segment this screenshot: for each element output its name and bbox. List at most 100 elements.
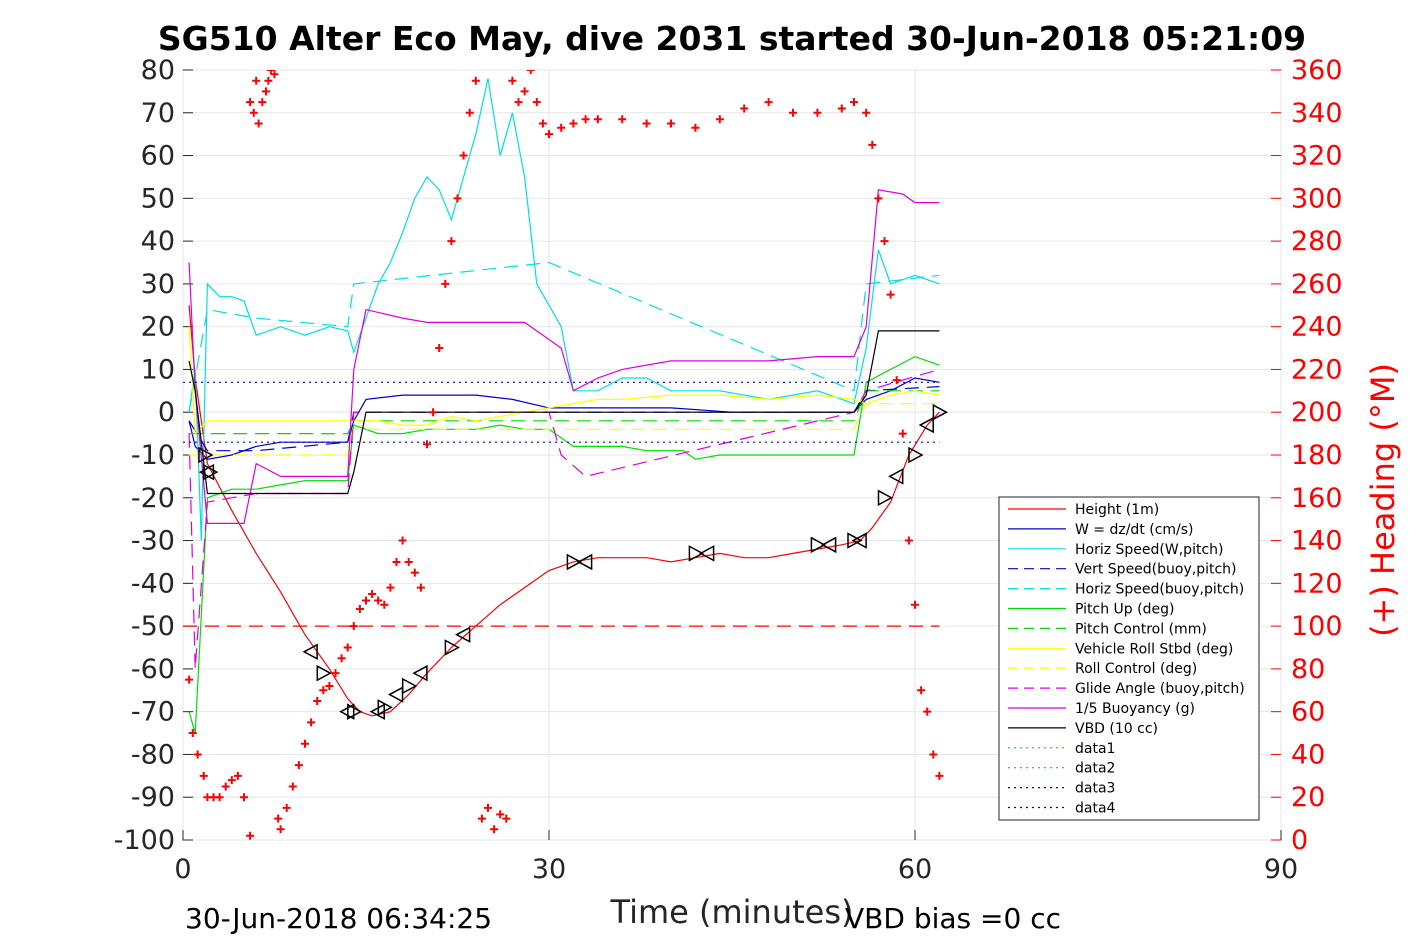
legend-label: data2 [1075,761,1115,777]
triangle-marker [302,643,318,661]
y-tick-label: 50 [141,183,175,214]
heading-point [294,761,303,770]
triangle-marker [877,489,894,507]
legend: Height (1m) W = dz/dt (cm/s) Horiz Speed(W… [998,496,1260,821]
heading-point [880,237,889,246]
triangle-marker [203,463,219,481]
y-tick-label: -70 [131,697,175,728]
y-tick-label: -10 [131,440,175,471]
legend-box [998,496,1260,821]
y-right-tick-label: 140 [1291,526,1343,557]
triangle-marker [347,703,363,720]
heading-point [313,696,322,705]
heading-point [233,771,242,780]
heading-point [252,76,261,85]
series-line-10 [188,189,940,525]
heading-point [557,123,566,132]
legend-label: 1/5 Buoyancy (g) [1075,701,1195,717]
heading-point [496,810,505,819]
heading-point [581,115,590,124]
heading-point [416,583,425,592]
y-tick-label: -50 [131,611,175,642]
y-right-tick-label: 240 [1291,312,1343,343]
heading-point [764,98,773,107]
heading-point [227,776,236,785]
heading-point [199,771,208,780]
heading-point [691,123,700,132]
heading-point [508,76,517,85]
triangle-marker [401,677,418,695]
legend-label: Vert Speed(buoy,pitch) [1075,562,1237,578]
heading-point [490,825,499,834]
y-right-tick-label: 200 [1291,397,1343,428]
y-tick-label: 30 [141,269,175,300]
heading-point [886,290,895,299]
heading-point [917,686,926,695]
heading-point [538,119,547,128]
heading-point [837,104,846,113]
x-tick-label: 60 [898,854,932,885]
y-tick-label: -100 [114,825,175,856]
heading-point [545,130,553,139]
series-layer [183,78,940,734]
heading-point [923,707,932,716]
footer-timestamp: 30-Jun-2018 06:34:25 [185,902,492,935]
heading-point [349,622,358,631]
heading-point [288,782,297,791]
x-tick-label: 30 [532,854,566,885]
heading-point [188,729,197,738]
heading-point [667,119,675,128]
heading-point [215,793,224,802]
legend-label: Glide Angle (buoy,pitch) [1075,681,1245,697]
heading-point [319,686,328,695]
heading-point [193,750,202,759]
series-line-4 [188,261,940,413]
y-right-tick-label: 300 [1291,183,1343,214]
heading-point [618,115,627,124]
heading-point [261,87,270,96]
heading-point [246,98,255,107]
legend-label: Horiz Speed(buoy,pitch) [1075,582,1244,598]
triangle-marker [821,536,837,554]
legend-label: data4 [1075,801,1116,817]
series-line-2 [188,78,940,541]
y-tick-label: -90 [131,782,175,813]
y-tick-label: -80 [131,739,175,770]
y-right-tick-label: 180 [1291,440,1343,471]
heading-point [593,115,602,124]
legend-label: Roll Control (deg) [1075,661,1197,677]
triangle-marker [888,468,904,485]
triangle-marker [198,463,215,481]
y-tick-label: 60 [141,141,175,172]
heading-point [935,771,944,780]
triangle-marker [387,686,404,703]
heading-point [929,750,938,759]
triangle-markers [198,403,948,720]
x-axis: 0 30 60 90 [174,830,1298,885]
heading-point [911,600,919,609]
heading-point [850,98,858,107]
heading-point [789,108,797,117]
right-y-axis-label: (+) Heading (°M) [1364,363,1402,637]
heading-points [185,70,944,840]
triangle-marker [566,553,582,571]
y-right-tick-label: 160 [1291,483,1343,514]
y-right-tick-label: 0 [1291,825,1308,856]
heading-point [532,98,541,107]
heading-point [362,596,370,605]
triangle-marker [455,626,471,643]
y-right-tick-label: 340 [1291,98,1343,129]
legend-label: data1 [1075,741,1115,757]
y-tick-label: -40 [131,568,175,599]
triangle-marker [699,545,715,562]
heading-point [441,279,450,288]
heading-point [410,568,419,577]
y-right-tick-label: 260 [1291,269,1343,300]
triangle-marker [688,545,704,562]
heading-point [386,583,395,592]
heading-point [270,70,279,79]
heading-point [343,643,352,652]
chart-title: SG510 Alter Eco May, dive 2031 started 3… [158,19,1306,58]
heading-point [266,70,275,74]
heading-point [301,739,309,748]
